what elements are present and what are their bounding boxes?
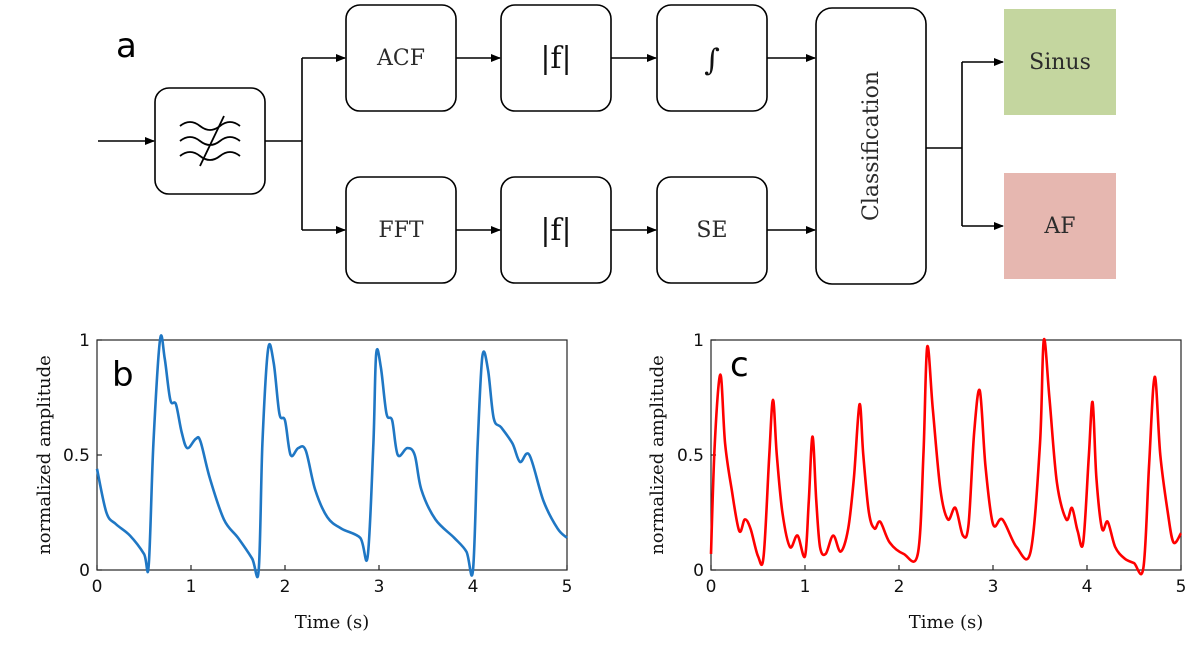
lowpass-filter-icon xyxy=(179,115,241,167)
se-label: SE xyxy=(696,218,727,243)
filter-block xyxy=(154,87,266,195)
chart-b-xtick-label: 4 xyxy=(468,577,479,597)
chart-b-ytick-label: 0 xyxy=(79,561,90,581)
chart-b-ticks: 0 1 2 3 4 5 0 0.5 1 xyxy=(63,331,572,597)
af-output: AF xyxy=(1004,173,1116,279)
chart-c-xtick-label: 4 xyxy=(1082,577,1093,597)
fft-block: FFT xyxy=(345,176,457,284)
panel-label-c: c xyxy=(730,345,749,385)
sinus-output: Sinus xyxy=(1004,9,1116,115)
chart-b-series-line xyxy=(95,334,568,579)
chart-b-ytick-label: 0.5 xyxy=(63,446,90,466)
chart-b-ytick-label: 1 xyxy=(79,331,90,351)
se-block: SE xyxy=(656,176,768,284)
chart-c-ytick-label: 0.5 xyxy=(677,446,704,466)
chart-c-xtick-label: 5 xyxy=(1176,577,1187,597)
fft-label: FFT xyxy=(378,218,424,243)
chart-c-xtick-label: 0 xyxy=(706,577,717,597)
chart-b-xlabel: Time (s) xyxy=(295,612,370,633)
chart-c-xtick-label: 3 xyxy=(988,577,999,597)
abs-bottom-label: |f| xyxy=(540,213,571,248)
block-diagram: a ACF |f| xyxy=(98,4,1116,285)
abs-top-block: |f| xyxy=(500,4,612,112)
chart-c-ytick-label: 0 xyxy=(693,561,704,581)
panel-label-a: a xyxy=(116,26,137,66)
chart-c-xtick-label: 1 xyxy=(800,577,811,597)
integral-label: ∫ xyxy=(704,43,720,78)
sinus-label: Sinus xyxy=(1029,50,1091,75)
chart-c-xtick-label: 2 xyxy=(894,577,905,597)
acf-label: ACF xyxy=(376,46,425,71)
chart-c-xlabel: Time (s) xyxy=(909,612,984,633)
abs-top-label: |f| xyxy=(540,41,571,76)
chart-c-ytick-label: 1 xyxy=(693,331,704,351)
chart-b-xtick-label: 2 xyxy=(280,577,291,597)
classification-block: Classification xyxy=(815,7,927,285)
panel-label-b: b xyxy=(112,355,134,395)
chart-c-ylabel: normalized amplitude xyxy=(647,355,668,555)
chart-b-xtick-label: 3 xyxy=(374,577,385,597)
chart-c-ticks: 0 1 2 3 4 5 0 0.5 1 xyxy=(677,331,1186,597)
chart-c-series-line xyxy=(709,337,1183,576)
chart-b-ylabel: normalized amplitude xyxy=(34,355,55,555)
af-label: AF xyxy=(1043,214,1075,239)
integral-block: ∫ xyxy=(656,4,768,112)
chart-b: b normalized amplitude Time (s) 0 1 2 3 4 500… xyxy=(34,331,572,633)
chart-b-xtick-label: 5 xyxy=(562,577,573,597)
chart-b-xtick-label: 0 xyxy=(92,577,103,597)
af-box xyxy=(1004,173,1116,279)
chart-b-xtick-label: 1 xyxy=(186,577,197,597)
abs-bottom-block: |f| xyxy=(500,176,612,284)
classification-label: Classification xyxy=(859,71,884,221)
chart-c: c normalized amplitude Time (s) 0 1 2 3 4 500… xyxy=(647,331,1186,633)
sinus-box xyxy=(1004,9,1116,115)
acf-block: ACF xyxy=(345,4,457,112)
